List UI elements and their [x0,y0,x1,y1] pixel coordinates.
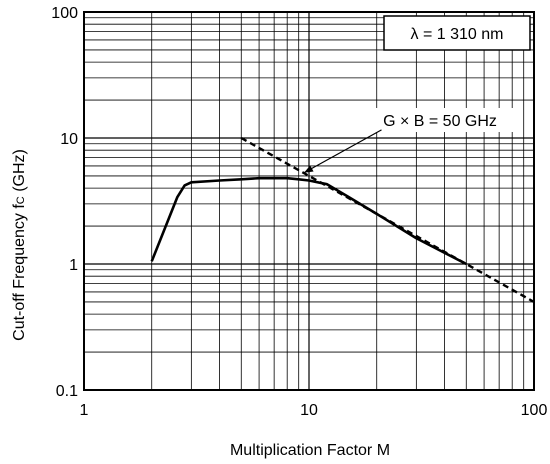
gain-bandwidth-label-bg [362,108,518,132]
wavelength-label: λ = 1 310 nm [411,26,504,43]
y-axis-label-unit: (GHz) [11,149,28,196]
series-layer [150,136,535,303]
cutoff-frequency-curve [150,176,467,266]
gain-bandwidth-label: G × B = 50 GHz [383,113,497,130]
x-tick-label: 1 [80,402,89,419]
y-tick-label: 0.1 [56,383,78,400]
gain-bandwidth-dashed-line [240,136,535,303]
y-axis-label-subscript: C [15,196,27,204]
gain-bandwidth-annotation: G × B = 50 GHz [303,108,518,174]
grid [84,12,534,390]
y-tick-label: 10 [60,131,78,148]
wavelength-box-border [383,15,531,51]
y-tick-label: 1 [69,257,78,274]
y-tick-label: 100 [51,5,78,22]
plot-frame [83,11,535,391]
x-tick-label: 100 [521,402,548,419]
x-tick-label: 10 [300,402,318,419]
wavelength-legend-box: λ = 1 310 nm [383,15,531,51]
x-axis-label: Multiplication Factor M [230,442,390,459]
gain-bandwidth-arrowhead [303,165,314,173]
gain-bandwidth-leader-line [303,129,382,174]
y-axis-label: Cut-off Frequency fC (GHz) [11,149,28,341]
y-axis-label-main: Cut-off Frequency f [11,204,28,341]
